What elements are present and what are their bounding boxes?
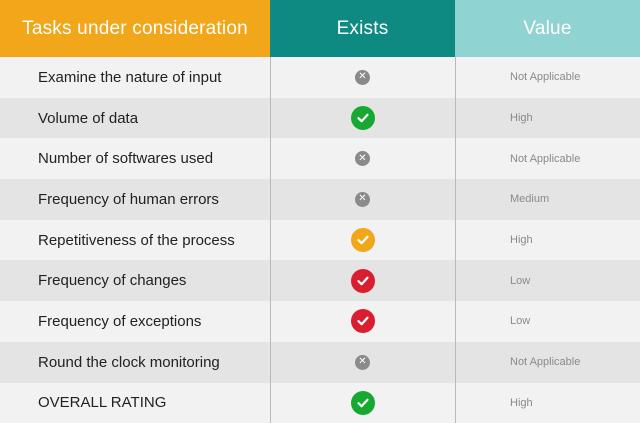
value-label: Not Applicable (510, 356, 581, 369)
task-label: Frequency of human errors (38, 190, 219, 208)
value-label: Medium (510, 193, 550, 206)
table-row: Frequency of human errors ✕ Medium (0, 179, 640, 220)
value-label: Not Applicable (510, 152, 581, 165)
exists-cell: ✕ (270, 138, 455, 179)
table-row: Frequency of exceptions Low (0, 301, 640, 342)
value-label: Not Applicable (510, 71, 581, 84)
value-label: Low (510, 315, 531, 328)
task-label: Frequency of changes (38, 272, 187, 290)
orange-check-icon (350, 228, 375, 253)
table-row: Round the clock monitoring ✕ Not Applica… (0, 341, 640, 383)
task-label: Round the clock monitoring (38, 353, 220, 371)
table-row: OVERALL RATING High (0, 382, 640, 423)
task-label: Frequency of exceptions (38, 312, 202, 330)
header-tasks-label: Tasks under consideration (22, 17, 248, 39)
green-check-icon (350, 106, 375, 131)
value-label: High (510, 234, 533, 247)
red-check-icon (350, 309, 375, 334)
task-label: Repetitiveness of the process (38, 231, 235, 249)
value-label: High (510, 112, 533, 125)
cross-icon: ✕ (355, 151, 370, 167)
cross-icon: ✕ (355, 354, 370, 370)
value-label: Low (510, 274, 531, 287)
table-row: Volume of data High (0, 97, 640, 139)
task-label: Volume of data (38, 109, 139, 127)
exists-cell (270, 301, 455, 342)
header-value-label: Value (523, 17, 572, 39)
table-row: Examine the nature of input ✕ Not Applic… (0, 57, 640, 98)
exists-cell (270, 260, 455, 301)
column-divider (455, 57, 456, 423)
cross-icon: ✕ (355, 69, 370, 85)
exists-cell (270, 383, 455, 423)
exists-cell: ✕ (270, 342, 455, 383)
task-label: Examine the nature of input (38, 68, 222, 86)
table-row: Frequency of changes Low (0, 260, 640, 302)
green-check-icon (350, 390, 375, 415)
cross-icon: ✕ (355, 191, 370, 207)
table-body: Examine the nature of input ✕ Not Applic… (0, 57, 640, 423)
task-label: OVERALL RATING (38, 394, 167, 412)
header-exists-label: Exists (336, 17, 389, 39)
red-check-icon (350, 268, 375, 293)
header-tasks: Tasks under consideration (0, 0, 270, 65)
header-exists: Exists (270, 0, 455, 65)
exists-cell (270, 220, 455, 261)
task-label: Number of softwares used (38, 150, 214, 168)
table-row: Number of softwares used ✕ Not Applicabl… (0, 138, 640, 180)
header-value: Value (455, 0, 640, 65)
exists-cell: ✕ (270, 57, 455, 98)
exists-cell: ✕ (270, 179, 455, 220)
table-row: Repetitiveness of the process High (0, 219, 640, 261)
column-divider (270, 57, 271, 423)
value-label: High (510, 396, 533, 409)
exists-cell (270, 98, 455, 139)
